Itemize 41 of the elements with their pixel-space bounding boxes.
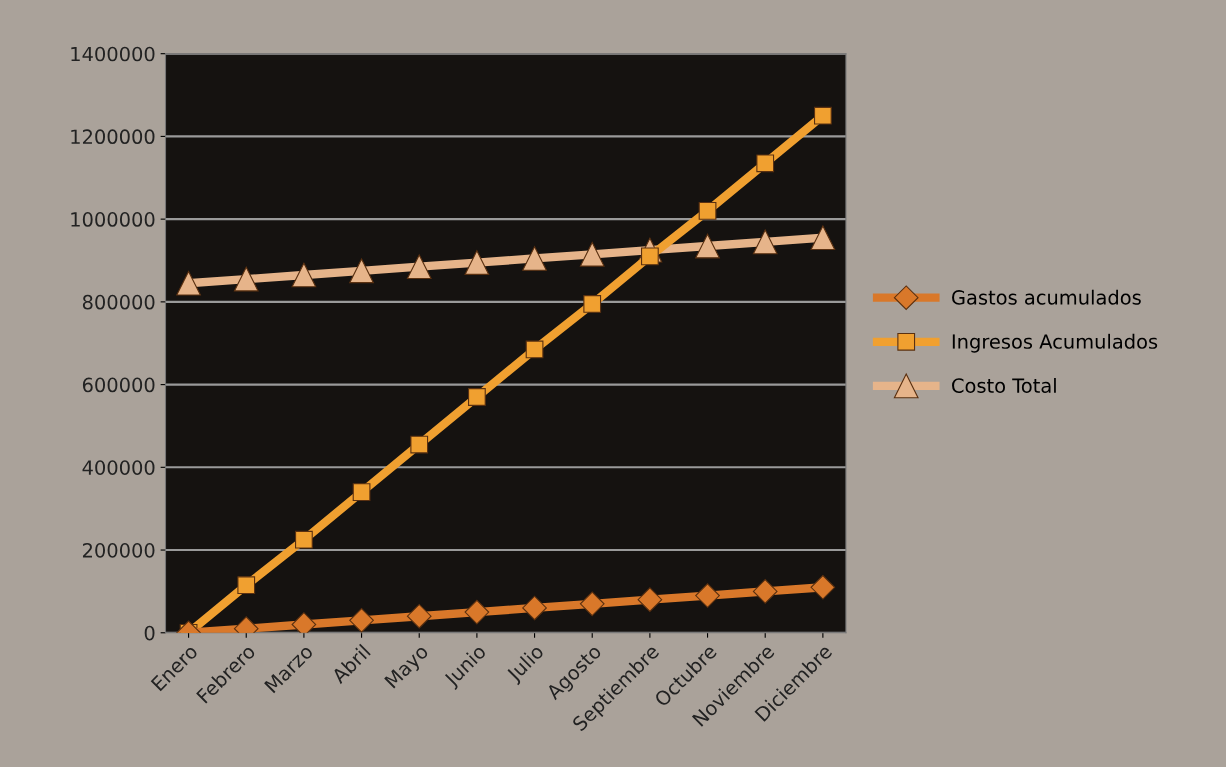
point xyxy=(233,266,259,292)
y-tick-label: 1000000 xyxy=(71,212,155,227)
point xyxy=(349,608,374,633)
point xyxy=(752,229,778,255)
point xyxy=(237,576,256,595)
point xyxy=(522,595,547,621)
point xyxy=(349,258,374,284)
y-tick-label: 600000 xyxy=(82,377,155,393)
point xyxy=(468,388,486,406)
y-tick-label: 800000 xyxy=(82,294,155,310)
point xyxy=(406,254,432,280)
point xyxy=(810,574,836,600)
y-tick-label: 0 xyxy=(144,625,155,641)
y-tick-label: 1400000 xyxy=(71,46,155,62)
point xyxy=(410,435,429,454)
y-tick-label: 200000 xyxy=(82,543,155,558)
y-tick-label: 1200000 xyxy=(71,129,155,145)
y-tick-label: 400000 xyxy=(82,460,155,475)
point xyxy=(698,201,717,220)
point xyxy=(579,241,605,267)
legend-label: Ingresos Acumulados xyxy=(952,333,1158,353)
point xyxy=(813,106,832,125)
point xyxy=(695,233,720,259)
point xyxy=(695,583,720,608)
point xyxy=(637,587,663,613)
legend-label: Costo Total xyxy=(952,377,1056,393)
legend-label: Gastos acumulados xyxy=(952,289,1141,305)
point xyxy=(583,295,602,313)
point xyxy=(579,591,605,617)
point xyxy=(352,483,371,502)
point xyxy=(291,262,317,288)
point xyxy=(525,340,544,359)
point xyxy=(464,599,490,625)
point xyxy=(810,225,836,251)
point xyxy=(295,530,313,549)
point xyxy=(752,579,778,604)
point xyxy=(464,250,490,275)
point xyxy=(522,246,547,271)
point xyxy=(756,154,775,173)
point xyxy=(176,270,201,296)
point xyxy=(406,603,432,629)
